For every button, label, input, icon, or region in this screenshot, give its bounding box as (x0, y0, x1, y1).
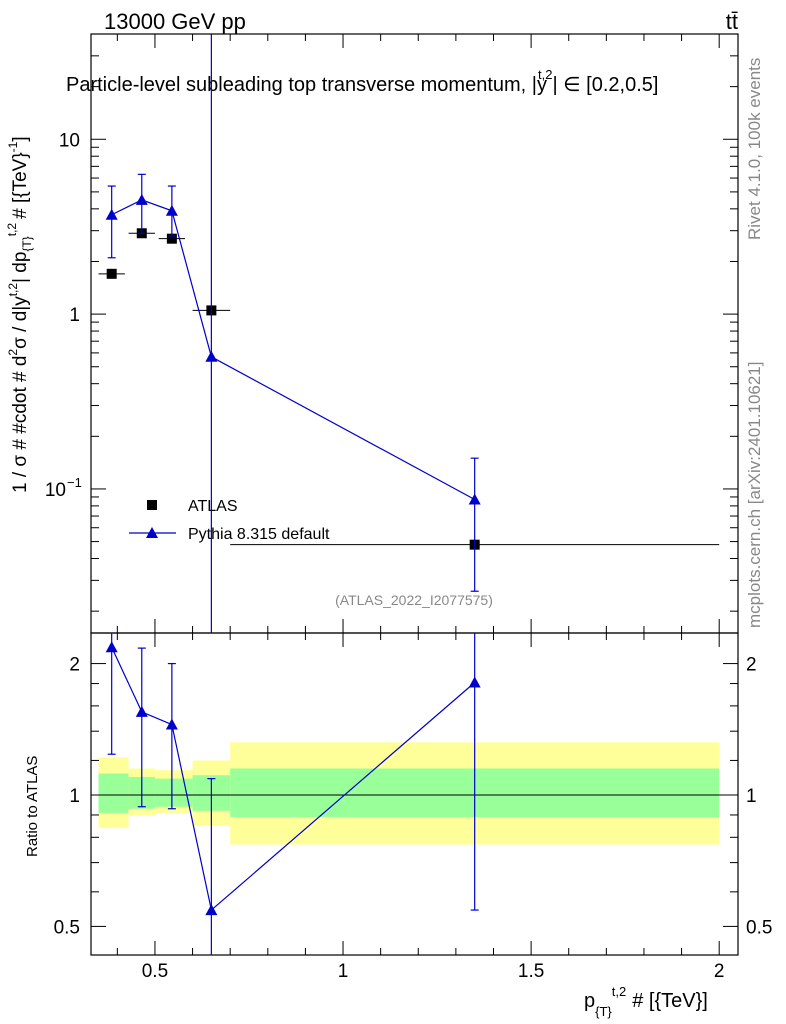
main-ylabel-ts1: t,2 (6, 283, 20, 297)
ratio-frame (90, 632, 739, 956)
ratio-point (105, 641, 118, 653)
main-title-sup: t,2 (538, 67, 552, 82)
x-axis-label-sup: t,2 (612, 984, 626, 999)
main-title: Particle-level subleading top transverse… (66, 67, 658, 96)
main-title-y: y (537, 74, 547, 96)
main-y-tick-label-2: 10 (59, 130, 80, 151)
legend-atlas-label: ATLAS (188, 498, 238, 515)
main-ylabel-c: | dp (10, 252, 31, 283)
legend-pythia-marker (146, 527, 158, 538)
pythia-point (165, 204, 178, 216)
ratio-y-tick-label-right-0: 0.5 (746, 917, 772, 938)
main-ylabel-m1: -1 (6, 141, 20, 152)
x-tick-label-1: 1 (338, 961, 349, 982)
legend: ATLAS Pythia 8.315 default (129, 498, 330, 543)
ratio-series (105, 633, 481, 955)
pythia-point (468, 493, 481, 505)
main-title-text: Particle-level subleading top transverse… (66, 74, 537, 96)
pythia-point (105, 208, 118, 220)
plot-frames (90, 33, 739, 956)
ratio-point (135, 705, 148, 717)
main-ylabel-e: ] (10, 136, 31, 141)
atlas-point (166, 233, 177, 244)
main-ylabel-tsub: {T} (20, 236, 34, 251)
main-ylabel-d: # [{TeV} (10, 152, 31, 219)
pythia-line (111, 199, 475, 501)
x-tick-label-2: 1.5 (518, 961, 544, 982)
main-series (98, 34, 720, 633)
x-axis-label-sub: {T} (595, 1004, 612, 1019)
main-ylabel-a: 1 / σ # #cdot # d (10, 356, 31, 493)
ratio-point (165, 718, 178, 730)
mcplots-label: mcplots.cern.ch [arXiv:2401.10621] (745, 362, 764, 628)
ratio-y-tick-label-left-0: 0.5 (54, 917, 80, 938)
ratio-point (205, 904, 218, 916)
ratio-y-tick-label-right-1: 1 (746, 786, 757, 807)
ratio-y-tick-label-left-2: 2 (69, 655, 80, 676)
main-ylabel-b: σ / d|y (10, 296, 31, 349)
main-ylabel-ts2: t,2 (5, 223, 19, 237)
ratio-ylabel: Ratio to ATLAS (24, 756, 41, 857)
header-right: tt̄ (726, 9, 738, 34)
band-green-0 (98, 773, 129, 813)
rivet-label: Rivet 4.1.0, 100k events (745, 58, 764, 240)
ratio-point (468, 676, 481, 688)
atlas-point (106, 268, 117, 279)
x-axis-label: p{T}t,2 # [{TeV}] (584, 984, 708, 1019)
main-y-tick-label-1: 1 (69, 305, 80, 326)
main-ylabel: 1 / σ # #cdot # d2σ / d|yt,2| dp{T}t,2# … (5, 136, 34, 493)
x-tick-label-0: 0.5 (142, 961, 168, 982)
ratio-uncertainty-bands (98, 742, 720, 845)
main-frame (90, 33, 739, 634)
main-ylabel-sq: 2 (6, 349, 20, 356)
x-tick-label-3: 2 (714, 961, 725, 982)
x-axis-label-p: p (584, 990, 595, 1012)
analysis-id: (ATLAS_2022_I2077575) (335, 592, 493, 608)
legend-atlas-marker (147, 500, 157, 510)
header-left: 13000 GeV pp (104, 9, 246, 34)
ratio-y-tick-label-right-2: 2 (746, 655, 757, 676)
main-y-tick-label-sup-0: −1 (67, 475, 82, 490)
main-title-tail: | ∈ [0.2,0.5] (552, 74, 658, 96)
legend-pythia-label: Pythia 8.315 default (188, 526, 330, 543)
pythia-point (135, 193, 148, 205)
pythia-point (205, 350, 218, 362)
main-y-tick-label-0: 10 (45, 480, 66, 501)
x-axis-label-tail: # [{TeV}] (632, 990, 708, 1012)
ratio-y-tick-label-left-1: 1 (69, 786, 80, 807)
